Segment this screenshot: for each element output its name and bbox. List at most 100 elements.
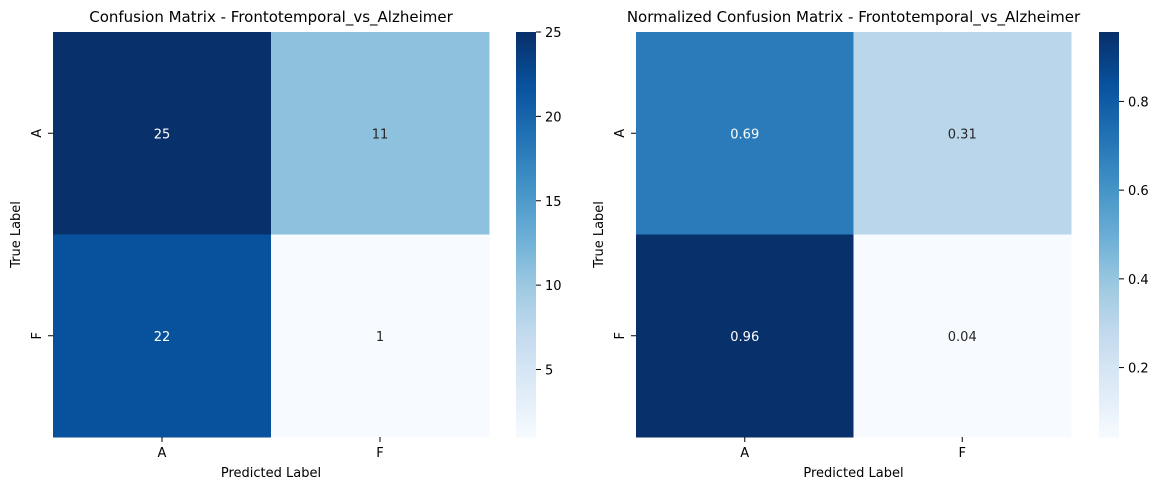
x-tick-label: F [376, 446, 383, 461]
colorbar-segment [1099, 65, 1119, 70]
colorbar-segment [516, 305, 536, 310]
colorbar-segment [1099, 352, 1119, 357]
colorbar-segment [1099, 59, 1119, 63]
colorbar-segment [516, 393, 536, 398]
colorbar-segment [516, 146, 536, 151]
colorbar-tick-label: 0.2 [1128, 362, 1149, 377]
colorbar-segment [516, 160, 536, 165]
heatmap-panel-2: Normalized Confusion Matrix - Frontotemp… [592, 8, 1149, 481]
colorbar-segment [516, 349, 536, 354]
colorbar-segment [1099, 217, 1119, 222]
colorbar-segment [1099, 207, 1119, 212]
colorbar-segment [516, 288, 536, 293]
colorbar-segment [1099, 136, 1119, 141]
colorbar-segment [1099, 52, 1119, 57]
colorbar-segment [516, 379, 536, 384]
colorbar-segment [516, 55, 536, 60]
colorbar-segment [1099, 45, 1119, 50]
colorbar-segment [1099, 143, 1119, 148]
heatmap-cell [271, 32, 490, 235]
colorbar-segment [516, 430, 536, 435]
colorbar-segment [516, 92, 536, 97]
colorbar-segment [516, 254, 536, 259]
colorbar-segment [1099, 379, 1119, 384]
colorbar-segment [1099, 92, 1119, 97]
colorbar-segment [516, 271, 536, 276]
colorbar-segment [516, 386, 536, 391]
heatmap-panel-1: Confusion Matrix - Frontotemporal_vs_Alz… [9, 8, 562, 481]
y-tick-label: A [613, 129, 628, 138]
colorbar-segment [516, 119, 536, 124]
colorbar-segment [1099, 420, 1119, 425]
colorbar-segment [516, 72, 536, 77]
colorbar-segment [1099, 210, 1119, 215]
colorbar-segment [516, 241, 536, 246]
colorbar-segment [1099, 190, 1119, 195]
colorbar-segment [516, 173, 536, 178]
colorbar-segment [516, 406, 536, 411]
colorbar-segment [1099, 281, 1119, 286]
colorbar-segment [1099, 204, 1119, 209]
colorbar-segment [1099, 430, 1119, 435]
colorbar-segment [1099, 231, 1119, 236]
colorbar-segment [1099, 342, 1119, 347]
colorbar-segment [516, 48, 536, 53]
x-axis-label: Predicted Label [221, 466, 321, 481]
colorbar-segment [1099, 140, 1119, 144]
colorbar-segment [516, 322, 536, 327]
colorbar-segment [516, 123, 536, 128]
colorbar-segment [1099, 359, 1119, 364]
colorbar-segment [516, 332, 536, 337]
colorbar-segment [516, 248, 536, 252]
colorbar-segment [1099, 133, 1119, 138]
colorbar-segment [1099, 221, 1119, 225]
colorbar-segment [516, 59, 536, 63]
colorbar-segment [1099, 126, 1119, 131]
colorbar-segment [1099, 89, 1119, 94]
cell-value-label: 0.69 [730, 127, 759, 142]
colorbar-segment [516, 133, 536, 138]
cell-value-label: 0.96 [730, 330, 759, 345]
cell-value-label: 11 [372, 127, 389, 142]
x-tick-label: A [158, 446, 167, 461]
colorbar-segment [516, 227, 536, 232]
colorbar-segment [516, 156, 536, 161]
colorbar-segment [516, 204, 536, 209]
colorbar-segment [1099, 106, 1119, 111]
cell-value-label: 25 [154, 127, 171, 142]
colorbar-segment [1099, 42, 1119, 47]
colorbar-tick-label: 20 [545, 110, 562, 125]
colorbar-segment [1099, 413, 1119, 418]
colorbar-segment [516, 281, 536, 286]
colorbar-segment [1099, 345, 1119, 350]
colorbar-segment [1099, 356, 1119, 360]
colorbar-segment [516, 207, 536, 212]
colorbar-segment [1099, 433, 1119, 438]
colorbar-segment [1099, 362, 1119, 367]
colorbar-segment [516, 153, 536, 158]
colorbar-segment [1099, 244, 1119, 249]
colorbar-segment [1099, 298, 1119, 303]
colorbar-segment [516, 194, 536, 198]
colorbar-segment [516, 399, 536, 404]
colorbar-segment [1099, 349, 1119, 354]
colorbar-segment [516, 113, 536, 117]
colorbar-segment [516, 268, 536, 273]
colorbar-segment [1099, 99, 1119, 104]
colorbar-segment [1099, 254, 1119, 259]
colorbar-segment [516, 318, 536, 323]
colorbar-segment [516, 163, 536, 168]
colorbar-segment [516, 143, 536, 148]
colorbar-tick-label: 25 [545, 26, 562, 41]
colorbar-segment [1099, 416, 1119, 421]
colorbar-segment [516, 38, 536, 43]
colorbar-segment [516, 86, 536, 90]
colorbar-segment [1099, 302, 1119, 306]
heatmap-cell [636, 234, 854, 438]
colorbar-segment [1099, 75, 1119, 80]
colorbar-segment [516, 423, 536, 428]
colorbar-segment [1099, 410, 1119, 414]
colorbar-segment [516, 308, 536, 313]
colorbar-segment [1099, 55, 1119, 60]
colorbar-segment [516, 35, 536, 40]
